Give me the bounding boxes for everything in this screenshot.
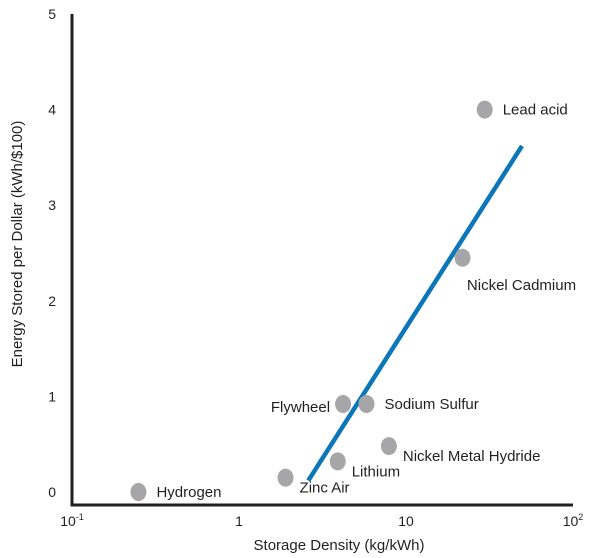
data-point xyxy=(329,452,346,471)
data-point xyxy=(335,395,352,414)
y-tick-label: 4 xyxy=(48,102,56,118)
data-point xyxy=(454,248,471,267)
point-label: Sodium Sulfur xyxy=(384,396,478,413)
trend-line-group xyxy=(306,144,524,482)
point-label: Zinc Air xyxy=(300,480,350,497)
data-point xyxy=(358,395,375,414)
data-point xyxy=(380,437,397,456)
x-tick-label: 1 xyxy=(235,513,243,529)
trend-line xyxy=(306,144,524,482)
y-tick-label: 3 xyxy=(48,197,56,213)
data-point xyxy=(476,100,493,119)
point-label: Flywheel xyxy=(271,399,330,416)
point-label: Lithium xyxy=(352,463,400,480)
y-tick-label: 0 xyxy=(48,484,56,500)
y-tick-label: 5 xyxy=(48,6,56,22)
y-tick-label: 1 xyxy=(48,388,56,404)
y-axis-label: Energy Stored per Dollar (kWh/$100) xyxy=(9,121,26,368)
data-point xyxy=(277,468,294,487)
x-tick-label: 102 xyxy=(563,512,584,529)
point-label: Lead acid xyxy=(503,102,568,119)
point-label: Hydrogen xyxy=(156,484,221,501)
x-axis-label: Storage Density (kg/kWh) xyxy=(254,537,425,554)
point-label: Nickel Metal Hydride xyxy=(403,448,541,465)
axes xyxy=(70,14,573,507)
x-tick-label: 10-1 xyxy=(60,512,84,529)
x-tick-label: 10 xyxy=(398,513,414,529)
point-label: Nickel Cadmium xyxy=(467,277,576,294)
y-tick-labels: 0 1 2 3 4 5 xyxy=(48,6,56,500)
x-tick-labels: 10-1 1 10 102 xyxy=(60,512,583,529)
y-tick-label: 2 xyxy=(48,293,56,309)
data-point xyxy=(130,483,147,501)
